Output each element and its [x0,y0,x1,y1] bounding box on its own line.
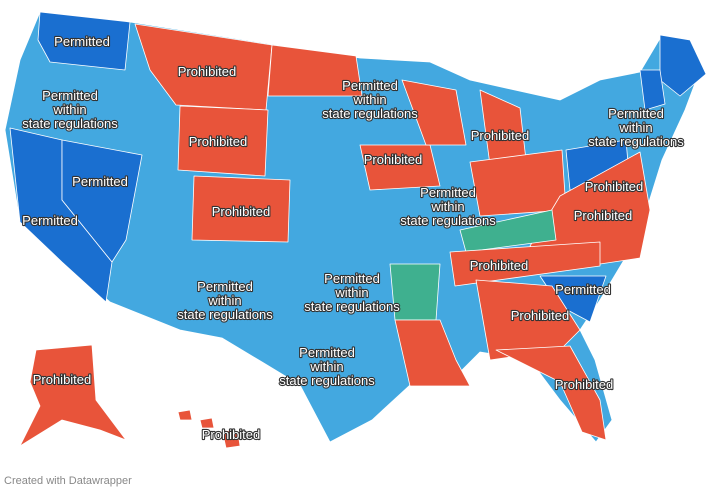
state [199,417,215,429]
region-label: Prohibited [511,308,570,323]
state [401,79,467,146]
label-line: within [207,293,241,308]
label-line: Prohibited [555,377,614,392]
label-line: Prohibited [585,179,644,194]
label-line: Permitted [342,78,398,93]
label-line: Prohibited [574,208,633,223]
label-line: Permitted [608,106,664,121]
state [267,44,363,97]
label-line: Prohibited [178,64,237,79]
label-line: within [430,199,464,214]
label-line: Prohibited [470,258,529,273]
label-line: Prohibited [511,308,570,323]
state [475,279,581,361]
state [529,151,651,271]
region-label: Prohibited [189,134,248,149]
region-label: Permitted [54,34,110,49]
label-line: within [352,92,386,107]
state [61,139,143,263]
state [359,144,441,191]
label-line: state regulations [588,134,684,149]
region-label: Prohibited [212,204,271,219]
region-label: Permitted [72,174,128,189]
label-line: state regulations [279,373,375,388]
region-label: Permitted within state regulations [322,78,418,121]
region-label: Permitted within state regulations [22,88,118,131]
label-line: state regulations [304,299,400,314]
label-line: Permitted [22,213,78,228]
region-label: Prohibited [470,258,529,273]
label-line: Permitted [299,345,355,360]
label-line: Prohibited [471,128,530,143]
region-label: Prohibited [364,152,423,167]
region-label: Prohibited [471,128,530,143]
state [177,105,269,177]
region-label: Prohibited [33,372,92,387]
region-label: Prohibited [202,427,261,442]
label-line: state regulations [22,116,118,131]
state [394,319,471,387]
region-label: Permitted within state regulations [177,279,273,322]
states [4,11,707,449]
region-label: Permitted within state regulations [304,271,400,314]
region-label: Prohibited [178,64,237,79]
state [459,209,557,253]
label-line: Permitted [72,174,128,189]
label-line: Prohibited [212,204,271,219]
region-label: Prohibited [585,179,644,194]
region-label: Permitted within state regulations [279,345,375,388]
region-label: Permitted within state regulations [588,106,684,149]
region-label: Prohibited [574,208,633,223]
label-line: Prohibited [202,427,261,442]
label-line: Permitted [54,34,110,49]
state [19,344,127,447]
state [469,149,567,217]
label-line: within [52,102,86,117]
region-label: Permitted [555,282,611,297]
label-line: Prohibited [364,152,423,167]
state [191,175,291,243]
state [639,69,666,111]
label-line: Prohibited [189,134,248,149]
label-line: Permitted [197,279,253,294]
state [221,429,241,449]
label-line: Prohibited [33,372,92,387]
state [177,409,193,421]
label-line: within [618,120,652,135]
label-line: state regulations [400,213,496,228]
label-line: state regulations [322,106,418,121]
region-label: Permitted within state regulations [400,185,496,228]
label-line: within [309,359,343,374]
region-label: Permitted [22,213,78,228]
state [449,241,601,287]
credit: Created with Datawrapper [4,475,132,487]
region-label: Prohibited [555,377,614,392]
state [495,345,607,441]
label-line: Permitted [420,185,476,200]
label-line: Permitted [42,88,98,103]
label-line: state regulations [177,307,273,322]
label-line: Permitted [324,271,380,286]
state [37,11,131,71]
label-line: Permitted [555,282,611,297]
label-line: within [334,285,368,300]
